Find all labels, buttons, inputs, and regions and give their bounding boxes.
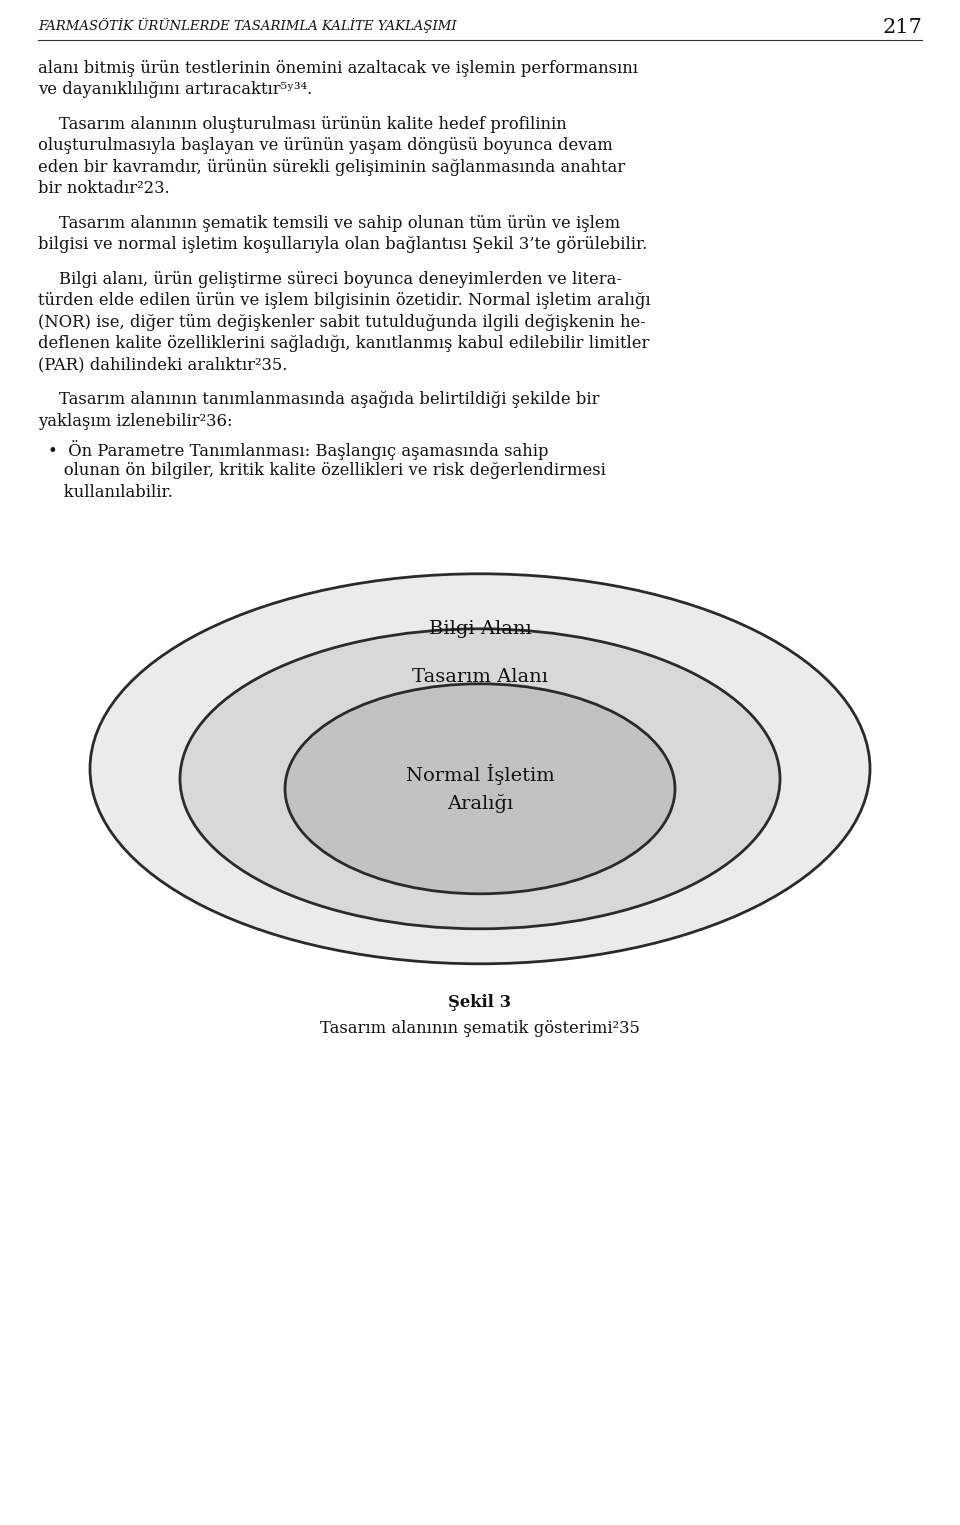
Text: Bilgi alanı, ürün geliştirme süreci boyunca deneyimlerden ve litera-: Bilgi alanı, ürün geliştirme süreci boyu… <box>38 271 622 288</box>
Text: olunan ön bilgiler, kritik kalite özellikleri ve risk değerlendirmesi: olunan ön bilgiler, kritik kalite özelli… <box>48 462 606 479</box>
Text: bir noktadır²23.: bir noktadır²23. <box>38 180 170 197</box>
Text: Normal İşletim
Aralığı: Normal İşletim Aralığı <box>406 764 554 813</box>
Text: alanı bitmiş ürün testlerinin önemini azaltacak ve işlemin performansını: alanı bitmiş ürün testlerinin önemini az… <box>38 59 638 76</box>
Text: Şekil 3: Şekil 3 <box>448 994 512 1011</box>
Text: Tasarım alanının şematik gösterimi²35: Tasarım alanının şematik gösterimi²35 <box>320 1020 640 1037</box>
Text: türden elde edilen ürün ve işlem bilgisinin özetidir. Normal işletim aralığı: türden elde edilen ürün ve işlem bilgisi… <box>38 293 651 310</box>
Text: •  Ön Parametre Tanımlanması: Başlangıç aşamasında sahip: • Ön Parametre Tanımlanması: Başlangıç a… <box>48 441 548 461</box>
Text: Tasarım Alanı: Tasarım Alanı <box>412 668 548 686</box>
Text: eden bir kavramdır, ürünün sürekli gelişiminin sağlanmasında anahtar: eden bir kavramdır, ürünün sürekli geliş… <box>38 159 625 175</box>
Text: 217: 217 <box>882 18 922 37</box>
Ellipse shape <box>90 573 870 964</box>
Ellipse shape <box>180 628 780 929</box>
Text: Tasarım alanının oluşturulması ürünün kalite hedef profilinin: Tasarım alanının oluşturulması ürünün ka… <box>38 116 566 133</box>
Text: yaklaşım izlenebilir²36:: yaklaşım izlenebilir²36: <box>38 413 232 430</box>
Text: kullanılabilir.: kullanılabilir. <box>48 483 173 500</box>
Text: (NOR) ise, diğer tüm değişkenler sabit tutulduğunda ilgili değişkenin he-: (NOR) ise, diğer tüm değişkenler sabit t… <box>38 314 646 331</box>
Text: Tasarım alanının şematik temsili ve sahip olunan tüm ürün ve işlem: Tasarım alanının şematik temsili ve sahi… <box>38 215 620 232</box>
Text: deflenen kalite özelliklerini sağladığı, kanıtlanmış kabul edilebilir limitler: deflenen kalite özelliklerini sağladığı,… <box>38 336 649 352</box>
Text: Tasarım alanının tanımlanmasında aşağıda belirtildiği şekilde bir: Tasarım alanının tanımlanmasında aşağıda… <box>38 390 599 409</box>
Ellipse shape <box>285 683 675 894</box>
Text: (PAR) dahilindeki aralıktır²35.: (PAR) dahilindeki aralıktır²35. <box>38 357 287 374</box>
Text: oluşturulmasıyla başlayan ve ürünün yaşam döngüsü boyunca devam: oluşturulmasıyla başlayan ve ürünün yaşa… <box>38 137 612 154</box>
Text: FARMASÖTİK ÜRÜNLERDE TASARIMLA KALİTE YAKLAŞIMI: FARMASÖTİK ÜRÜNLERDE TASARIMLA KALİTE YA… <box>38 18 457 34</box>
Text: bilgisi ve normal işletim koşullarıyla olan bağlantısı Şekil 3’te görülebilir.: bilgisi ve normal işletim koşullarıyla o… <box>38 236 647 253</box>
Text: Bilgi Alanı: Bilgi Alanı <box>428 619 532 637</box>
Text: ve dayanıklılığını artıracaktır⁵ʸ³⁴.: ve dayanıklılığını artıracaktır⁵ʸ³⁴. <box>38 81 312 99</box>
